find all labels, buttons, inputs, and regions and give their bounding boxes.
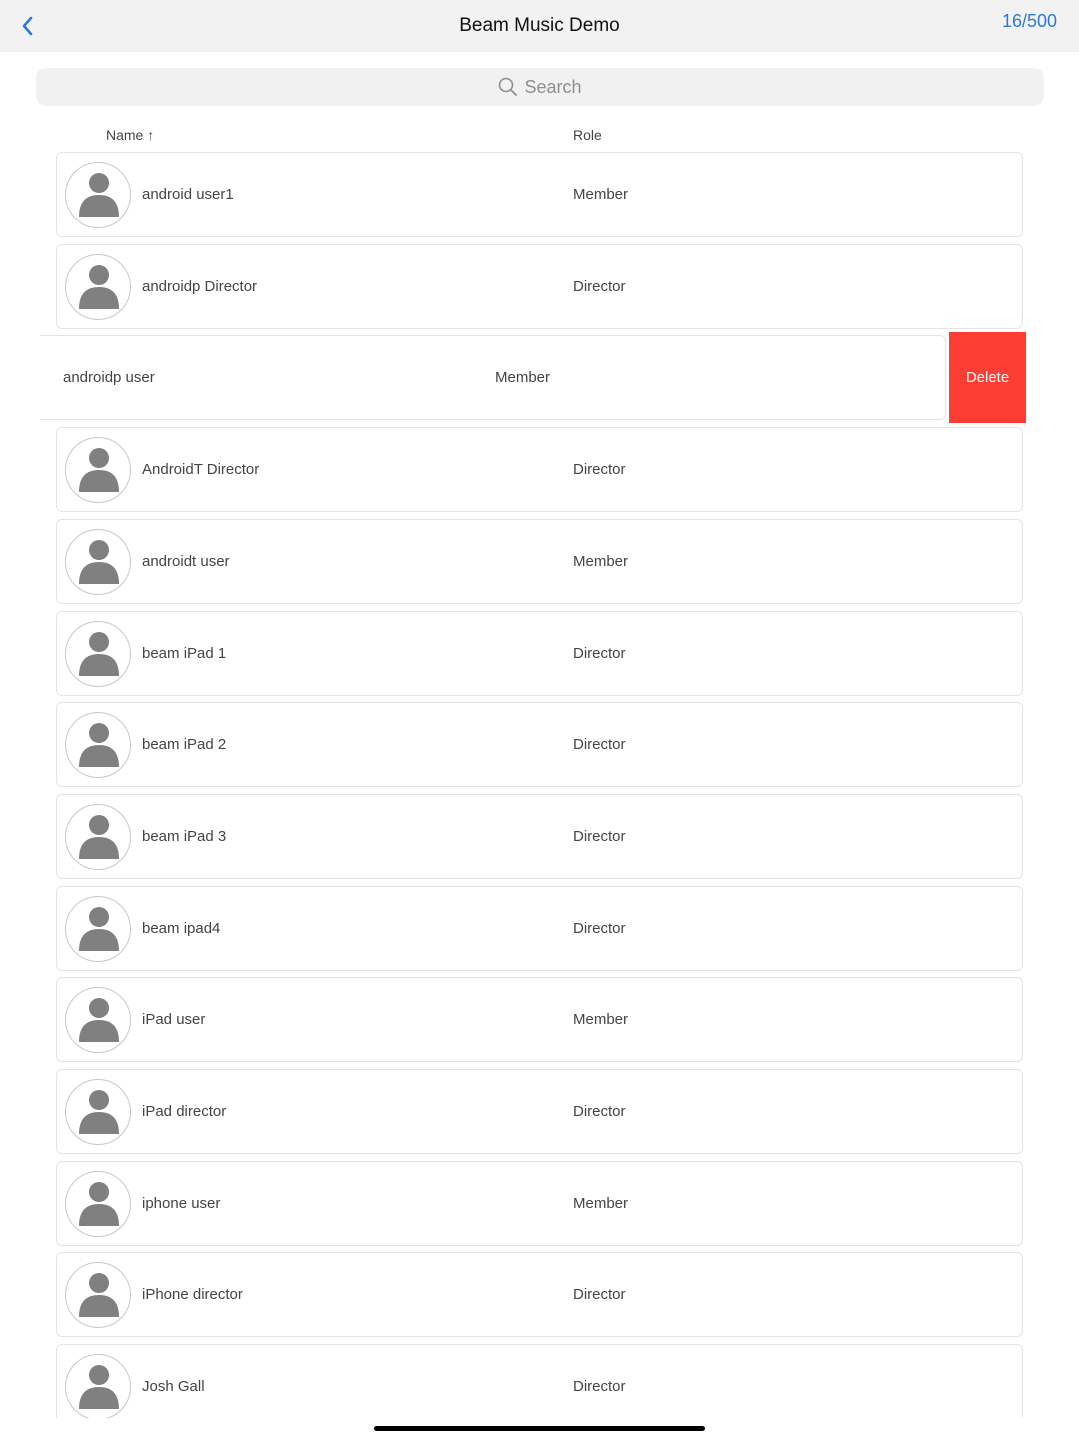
home-indicator [374, 1426, 705, 1431]
avatar-icon [65, 1079, 131, 1145]
avatar-icon [65, 1170, 131, 1237]
user-role: Member [495, 369, 551, 387]
table-row[interactable]: beam iPad 3 Director [56, 793, 1023, 879]
user-role: Director [573, 736, 626, 754]
user-role: Director [573, 827, 626, 845]
table-row[interactable]: beam iPad 1 Director [56, 610, 1023, 696]
avatar-icon [65, 895, 131, 962]
user-name: androidp Director [142, 277, 258, 295]
user-role: Director [573, 1378, 626, 1396]
user-name: android user1 [142, 186, 234, 203]
user-name: AndroidT Director [142, 461, 260, 479]
avatar-icon [65, 987, 131, 1054]
user-name: beam iPad 3 [142, 827, 227, 845]
table-row[interactable]: beam ipad4 Director [56, 885, 1023, 971]
avatar-icon [65, 162, 131, 228]
name-column-header[interactable]: Name ↑ [106, 127, 154, 143]
user-name: androidp user [63, 369, 155, 387]
nav-bar: Beam Music Demo 16/500 [0, 0, 1079, 52]
table-row[interactable]: iphone user Member [56, 1160, 1023, 1246]
table-row[interactable]: iPad director Director [56, 1069, 1023, 1154]
avatar-icon [65, 620, 131, 687]
search-placeholder: Search [524, 76, 582, 97]
avatar-icon [65, 803, 131, 870]
avatar-icon [65, 528, 131, 595]
user-role: Director [573, 277, 626, 295]
user-name: beam iPad 1 [142, 644, 227, 662]
user-role: Director [573, 644, 626, 662]
table-row[interactable]: androidt user Member [56, 518, 1023, 604]
table-row[interactable]: beam iPad 2 Director [56, 702, 1023, 788]
user-role: Member [573, 1194, 629, 1212]
table-row[interactable]: Josh Gall Director [56, 1344, 1023, 1418]
sort-arrow-icon: ↑ [147, 127, 155, 143]
user-count[interactable]: 16/500 [1001, 11, 1057, 31]
search-input[interactable]: Search [36, 68, 1044, 106]
user-name: beam iPad 2 [142, 736, 227, 754]
search-icon [499, 77, 518, 96]
table-row[interactable]: androidp Director Director [56, 243, 1023, 329]
name-header-label: Name [106, 127, 144, 143]
back-button[interactable] [18, 12, 38, 40]
table-row[interactable]: android user1 Member [56, 152, 1023, 237]
table-row[interactable]: androidp user Member [40, 335, 946, 421]
user-role: Member [573, 552, 629, 570]
user-name: beam ipad4 [142, 919, 221, 937]
table-row[interactable]: iPad user Member [56, 977, 1023, 1063]
user-name: iPad user [142, 1011, 206, 1029]
user-role: Director [573, 1103, 626, 1120]
user-name: iPhone director [142, 1286, 243, 1304]
delete-button[interactable]: Delete [949, 332, 1026, 423]
user-role: Director [573, 919, 626, 937]
table-row[interactable]: iPhone director Director [56, 1252, 1023, 1338]
chevron-left-icon [22, 16, 33, 36]
role-column-header[interactable]: Role [573, 127, 602, 143]
user-role: Member [573, 186, 629, 203]
avatar-icon [65, 437, 131, 504]
user-role: Member [573, 1011, 629, 1029]
user-name: iphone user [142, 1194, 221, 1212]
user-role: Director [573, 1286, 626, 1304]
avatar-icon [65, 1262, 131, 1329]
user-name: androidt user [142, 552, 230, 570]
user-name: Josh Gall [142, 1378, 205, 1396]
user-role: Director [573, 461, 626, 479]
avatar-icon [65, 712, 131, 779]
page-title: Beam Music Demo [459, 15, 620, 36]
avatar-icon [65, 253, 131, 320]
avatar-icon [65, 1354, 131, 1418]
user-name: iPad director [142, 1103, 227, 1120]
table-row[interactable]: AndroidT Director Director [56, 427, 1023, 513]
